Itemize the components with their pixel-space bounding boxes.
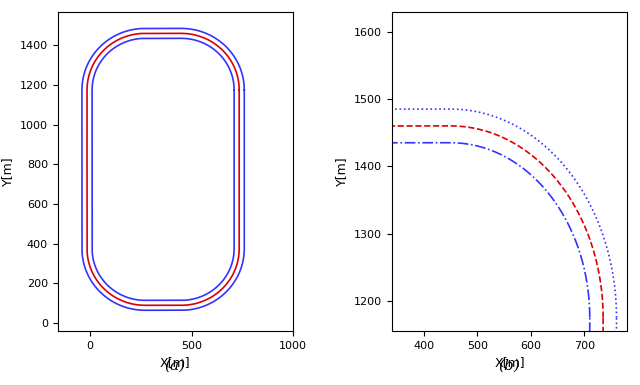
Y-axis label: Y[m]: Y[m] (335, 157, 348, 186)
X-axis label: X[m]: X[m] (160, 357, 191, 369)
Text: (b): (b) (499, 358, 520, 372)
Text: (a): (a) (164, 358, 186, 372)
X-axis label: X[m]: X[m] (494, 357, 525, 369)
Y-axis label: Y[m]: Y[m] (1, 157, 14, 186)
